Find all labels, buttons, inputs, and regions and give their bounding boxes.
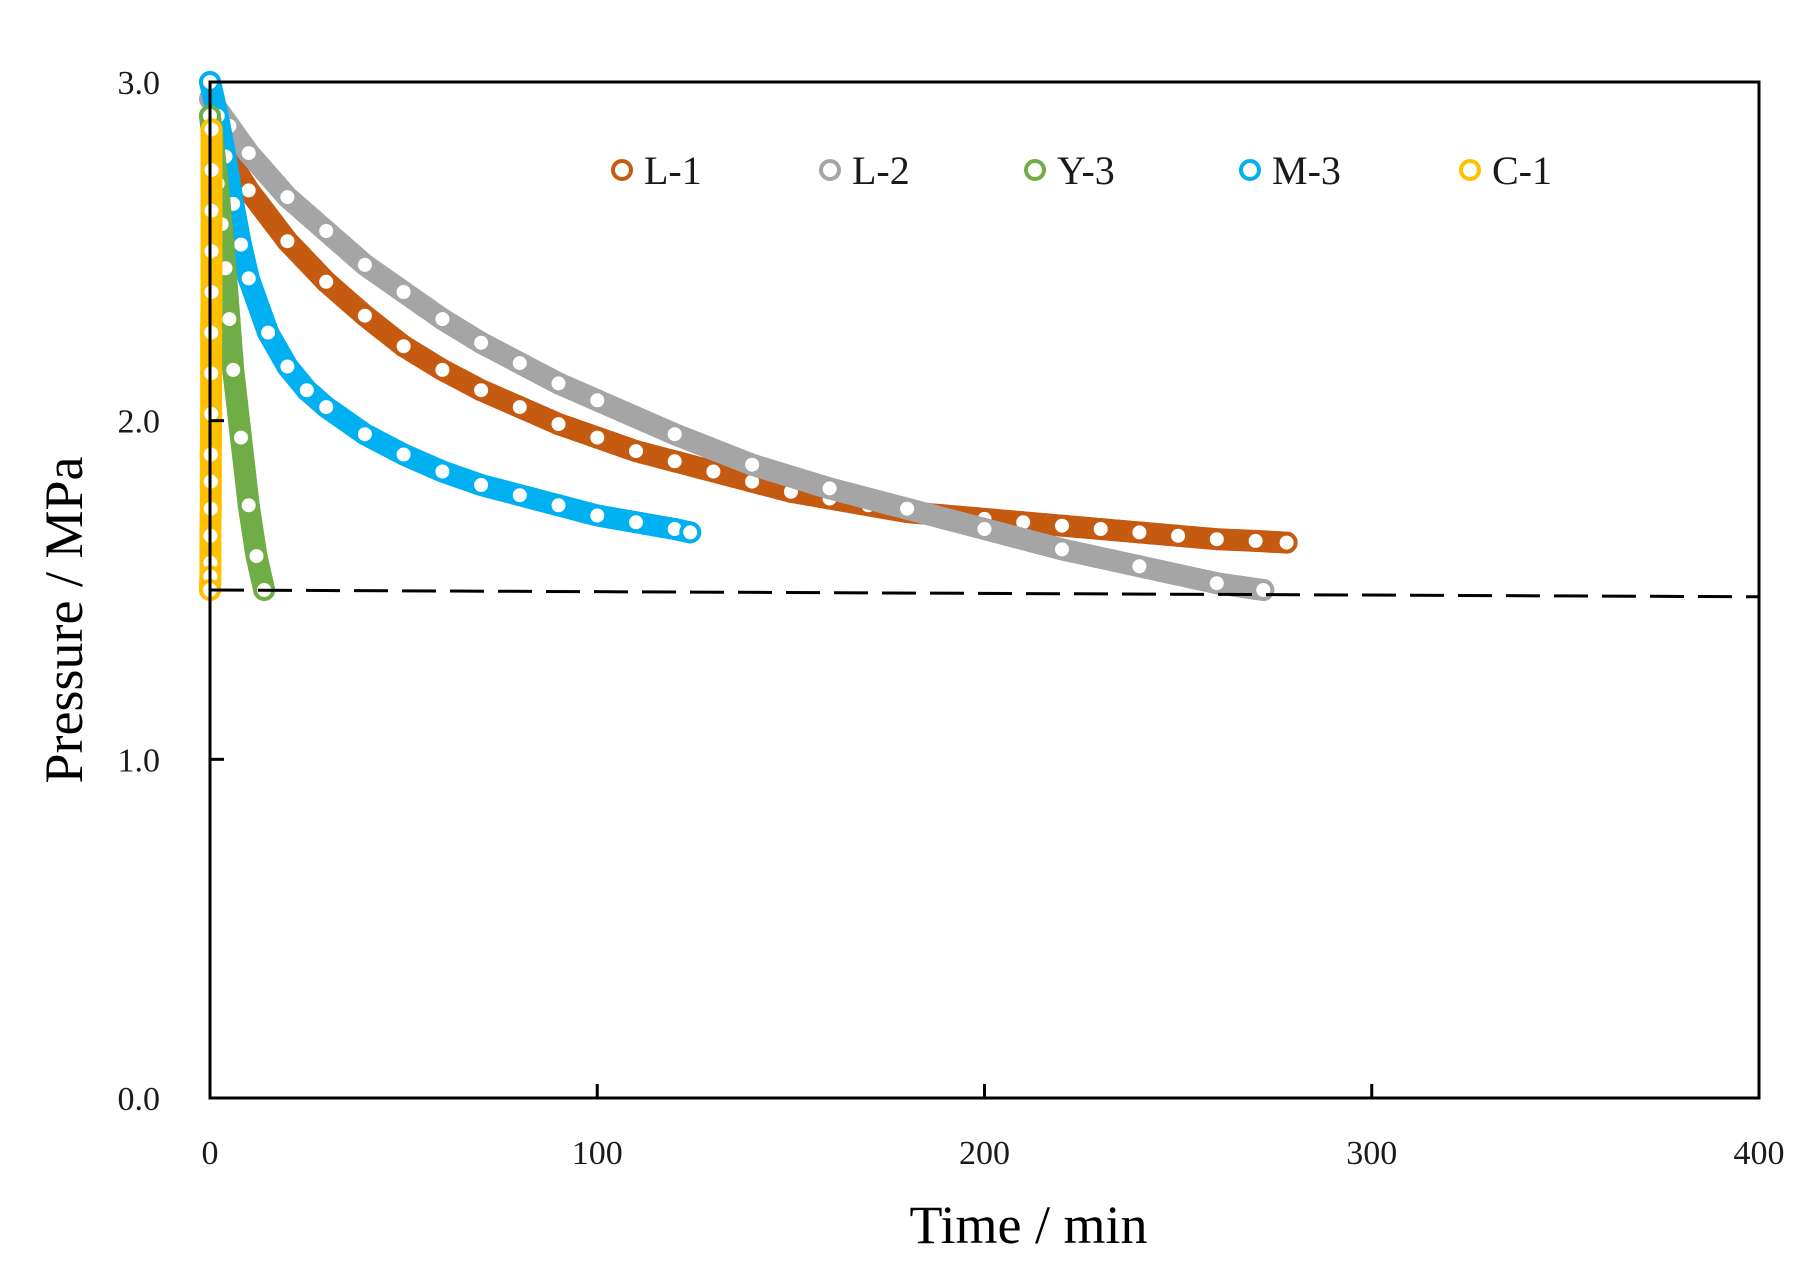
- data-marker-m-3: [353, 423, 376, 446]
- y-tick-label: 3.0: [118, 65, 161, 102]
- y-tick-label: 0.0: [118, 1081, 161, 1118]
- data-marker-m-3: [392, 443, 415, 466]
- plot-area-frame: [208, 80, 1761, 1100]
- data-marker-l-1: [276, 230, 299, 253]
- data-marker-l-2: [586, 389, 609, 412]
- data-marker-l-1: [663, 450, 686, 473]
- data-marker-m-3: [586, 504, 609, 527]
- data-marker-l-2: [1051, 538, 1073, 561]
- legend-marker-l-1: [611, 159, 633, 181]
- axes-layer: 0.0 1.0 2.0 3.0 0 100 200 300 400 Time / min Press…: [34, 65, 1785, 1255]
- data-marker-l-2: [237, 142, 260, 165]
- data-marker-l-2: [1128, 555, 1151, 578]
- legend-marker-l-2: [819, 159, 841, 181]
- data-marker-m-3: [315, 396, 338, 419]
- data-marker-m-3: [295, 379, 318, 402]
- data-marker-m-3: [547, 494, 570, 517]
- data-marker-m-3: [508, 484, 531, 507]
- data-marker-l-2: [896, 497, 919, 520]
- data-marker-l-2: [508, 352, 531, 375]
- legend-label-y-3: Y-3: [1057, 148, 1115, 193]
- series-l-1: [199, 104, 1298, 554]
- data-marker-l-1: [431, 358, 454, 381]
- data-marker-l-1: [1128, 521, 1151, 544]
- y-tick-label: 2.0: [118, 404, 161, 441]
- data-marker-m-3: [257, 321, 280, 344]
- data-marker-l-1: [470, 379, 493, 402]
- y-axis-title: Pressure / MPa: [34, 456, 94, 783]
- legend-item-l-1: L-1: [611, 148, 702, 193]
- legend-label-c-1: C-1: [1492, 148, 1552, 193]
- x-tick-label: 0: [202, 1135, 219, 1172]
- data-marker-l-1: [1051, 514, 1073, 537]
- data-marker-m-3: [431, 460, 454, 483]
- legend-label-m-3: M-3: [1272, 148, 1341, 193]
- legend-item-l-2: L-2: [819, 148, 910, 193]
- data-marker-l-2: [547, 372, 570, 395]
- x-axis-title: Time / min: [909, 1195, 1147, 1255]
- data-marker-y-3: [245, 545, 268, 568]
- data-marker-l-1: [353, 304, 376, 327]
- legend-item-y-3: Y-3: [1024, 148, 1115, 193]
- legend-item-c-1: C-1: [1459, 148, 1552, 193]
- y-tick-label: 1.0: [118, 742, 161, 779]
- data-marker-l-2: [1252, 579, 1275, 601]
- data-marker-y-3: [230, 426, 252, 449]
- data-marker-m-3: [625, 511, 647, 534]
- x-tick-label: 200: [959, 1135, 1010, 1172]
- data-marker-l-1: [1205, 528, 1228, 551]
- legend-item-m-3: M-3: [1239, 148, 1341, 193]
- data-marker-l-2: [663, 423, 686, 446]
- x-tick-label: 400: [1734, 1135, 1785, 1172]
- data-marker-l-1: [1244, 529, 1267, 552]
- data-marker-l-2: [973, 518, 996, 540]
- data-marker-l-1: [508, 396, 531, 419]
- data-marker-l-2: [392, 281, 415, 303]
- data-marker-m-3: [237, 267, 260, 290]
- data-marker-y-3: [237, 494, 260, 517]
- data-marker-y-3: [218, 308, 241, 331]
- legend-marker-y-3: [1024, 159, 1046, 181]
- data-marker-l-2: [431, 308, 454, 331]
- data-marker-l-1: [625, 440, 647, 463]
- legend-label-l-1: L-1: [644, 148, 702, 193]
- data-marker-l-1: [586, 426, 609, 449]
- x-tick-label: 300: [1346, 1135, 1397, 1172]
- data-marker-l-1: [702, 460, 725, 483]
- legend-marker-m-3: [1239, 159, 1261, 181]
- data-marker-m-3: [276, 355, 299, 378]
- legend-label-l-2: L-2: [852, 148, 910, 193]
- dashed-reference-line: [209, 588, 1760, 599]
- legend-marker-c-1: [1459, 159, 1481, 181]
- series-l-2: [199, 87, 1275, 601]
- data-marker-l-2: [741, 453, 764, 476]
- data-marker-l-1: [392, 335, 415, 358]
- data-marker-l-1: [315, 270, 338, 293]
- data-marker-l-2: [818, 477, 841, 500]
- data-marker-l-2: [315, 220, 338, 242]
- legend: L-1 L-2 Y-3 M-3 C-1: [611, 148, 1552, 193]
- data-marker-l-2: [353, 253, 376, 276]
- series-m-3: [199, 71, 702, 544]
- data-marker-y-3: [222, 358, 245, 381]
- data-marker-l-2: [470, 331, 493, 354]
- series-layer: [199, 71, 1298, 601]
- data-marker-m-3: [679, 521, 702, 544]
- x-tick-label: 100: [572, 1135, 623, 1172]
- data-marker-l-1: [1275, 531, 1298, 554]
- data-marker-l-2: [276, 186, 299, 209]
- data-marker-l-1: [1167, 524, 1190, 547]
- data-marker-m-3: [470, 474, 493, 496]
- data-marker-l-2: [1205, 572, 1228, 595]
- data-marker-l-1: [1089, 518, 1112, 540]
- data-marker-l-1: [547, 413, 570, 436]
